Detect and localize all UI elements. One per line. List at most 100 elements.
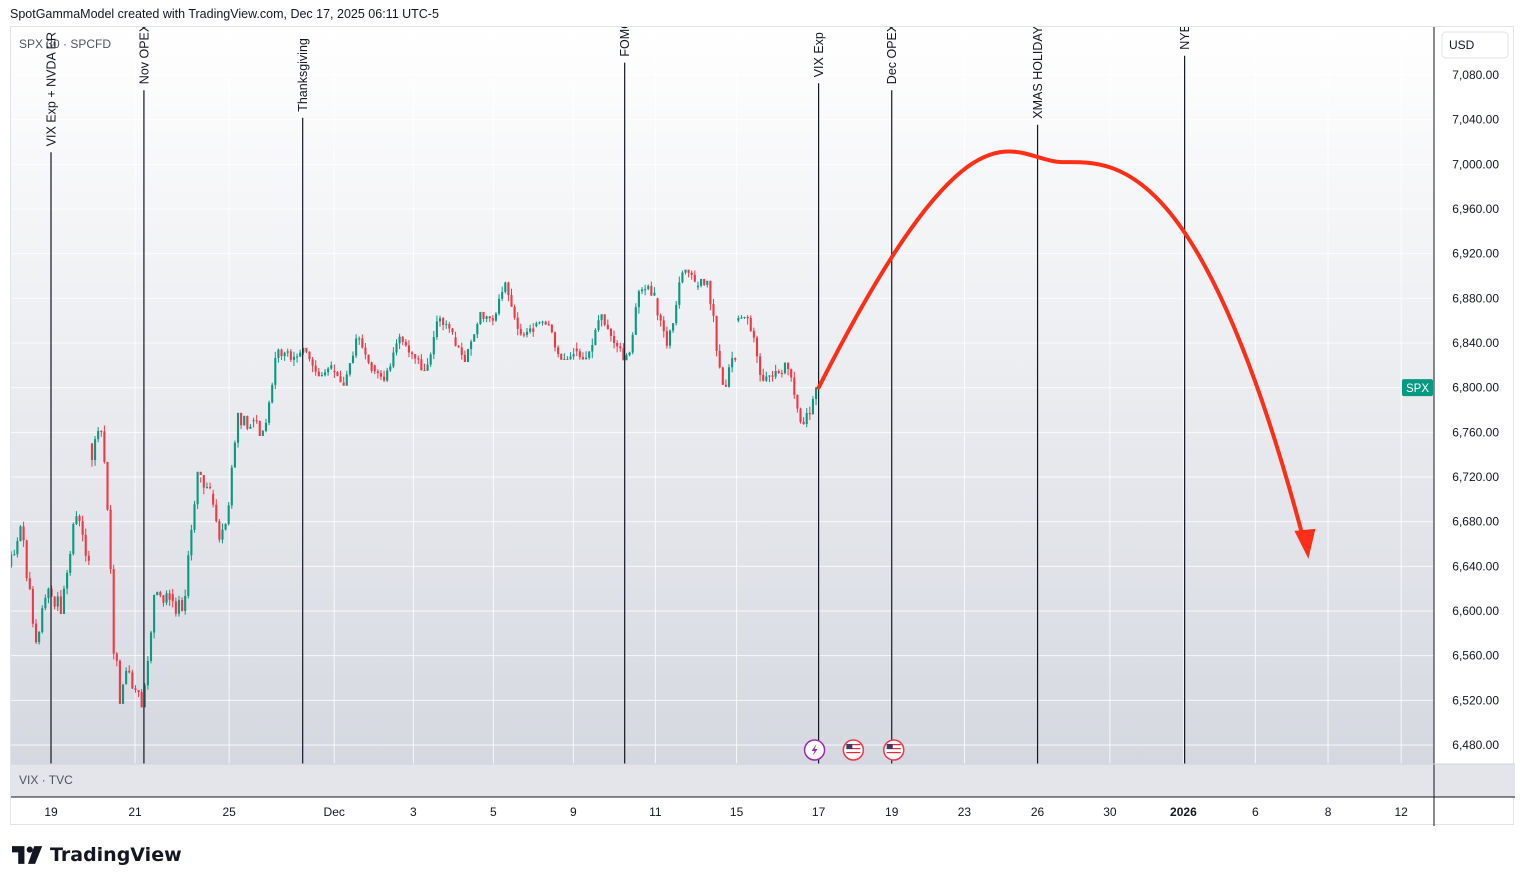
candle-body xyxy=(451,328,454,332)
candle-body xyxy=(38,632,41,643)
candle-body xyxy=(715,315,718,351)
candle-body xyxy=(202,474,205,488)
candle-body xyxy=(249,426,252,429)
candle-body xyxy=(106,461,109,510)
candle-body xyxy=(672,323,675,331)
candle-body xyxy=(538,322,541,324)
candle-body xyxy=(171,594,174,602)
chart-frame[interactable]: VIX Exp + NVDA ER Nov OPEX Thanksgiving FOM… xyxy=(10,26,1515,826)
candle-body xyxy=(121,684,125,704)
candle-body xyxy=(644,289,647,291)
price-tick-label: 6,640.00 xyxy=(1452,559,1499,573)
candle-body xyxy=(473,334,476,342)
candle-body xyxy=(230,467,233,506)
candle-body xyxy=(768,375,771,377)
candle-body xyxy=(333,370,336,373)
candle-body xyxy=(379,373,383,377)
candle-body xyxy=(802,421,805,425)
candle-body xyxy=(243,416,246,426)
candle-body xyxy=(787,362,790,370)
candle-body xyxy=(575,348,578,352)
last-price-badge xyxy=(1402,379,1433,397)
flag-stripe xyxy=(886,746,901,748)
event-label: VIX Exp + NVDA ER xyxy=(45,32,59,146)
candle-body xyxy=(22,526,25,541)
symbol-legend[interactable]: SPX 30 · SPCFD xyxy=(19,37,111,51)
candle-body xyxy=(727,367,731,387)
us-flag-event-icon[interactable] xyxy=(842,739,865,761)
tradingview-logo[interactable]: TradingView xyxy=(12,843,182,867)
candle-body xyxy=(190,529,193,556)
candle-body xyxy=(659,315,662,321)
candle-body xyxy=(749,318,752,331)
candle-body xyxy=(609,328,612,336)
candle-body xyxy=(174,601,177,614)
candle-body xyxy=(703,278,706,285)
candle-body xyxy=(398,336,401,344)
price-tick-label: 6,560.00 xyxy=(1452,649,1499,663)
candle-body xyxy=(358,338,361,340)
candle-body xyxy=(13,554,16,556)
candle-body xyxy=(675,304,678,324)
candle-body xyxy=(11,554,13,567)
candle-body xyxy=(299,352,302,357)
candle-body xyxy=(78,516,81,522)
candle-body xyxy=(345,374,348,386)
candle-body xyxy=(196,471,199,505)
candle-body xyxy=(519,328,522,335)
candle-body xyxy=(706,280,709,285)
candle-body xyxy=(479,311,482,325)
price-tick-label: 7,040.00 xyxy=(1452,113,1499,127)
price-tick-label: 6,960.00 xyxy=(1452,202,1499,216)
vix-pane-background xyxy=(11,764,1434,797)
tradingview-logo-icon xyxy=(12,846,43,864)
candle-body xyxy=(355,338,358,356)
candle-body xyxy=(426,364,429,371)
candle-body xyxy=(662,320,665,332)
candle-body xyxy=(146,660,149,686)
candle-body xyxy=(342,382,345,386)
time-tick-label: 25 xyxy=(222,805,236,819)
candle-body xyxy=(373,365,376,372)
last-price-label: SPX xyxy=(1406,383,1429,395)
candle-body xyxy=(246,416,249,429)
candle-body xyxy=(588,351,591,358)
candle-body xyxy=(181,600,184,611)
candle-body xyxy=(134,688,137,690)
price-tick-label: 6,480.00 xyxy=(1452,738,1499,752)
candle-body xyxy=(252,420,255,422)
candle-body xyxy=(351,355,355,364)
candle-body xyxy=(395,343,398,353)
time-tick-label: 9 xyxy=(570,805,577,819)
candle-body xyxy=(606,324,609,329)
lightning-glyph xyxy=(811,744,818,756)
flag-stripe xyxy=(886,752,901,754)
candle-body xyxy=(550,324,553,333)
candle-body xyxy=(227,505,230,524)
candle-body xyxy=(600,314,603,321)
candle-body xyxy=(762,374,765,381)
candle-body xyxy=(41,608,44,633)
event-label: Thanksgiving xyxy=(296,38,310,112)
candle-body xyxy=(734,358,737,360)
candle-body xyxy=(625,355,628,361)
lightning-event-icon[interactable] xyxy=(803,739,826,761)
chart-canvas[interactable]: VIX Exp + NVDA ER Nov OPEX Thanksgiving FOM… xyxy=(11,27,1515,826)
candle-body xyxy=(330,365,333,369)
projection-arrowhead xyxy=(1294,528,1316,559)
us-flag-event-icon[interactable] xyxy=(882,739,905,761)
event-label: Dec OPEX xyxy=(885,27,899,84)
candle-body xyxy=(668,330,672,346)
candle-body xyxy=(783,362,787,374)
candle-body xyxy=(485,316,488,319)
candle-body xyxy=(137,689,140,692)
candle-body xyxy=(796,394,799,409)
time-tick-label: 30 xyxy=(1103,805,1117,819)
candle-body xyxy=(280,349,283,357)
candle-body xyxy=(100,431,103,433)
flag-stripe xyxy=(846,750,861,752)
event-icons[interactable] xyxy=(803,739,905,761)
candle-body xyxy=(557,347,560,354)
candle-body xyxy=(109,509,112,570)
candle-body xyxy=(547,324,550,326)
